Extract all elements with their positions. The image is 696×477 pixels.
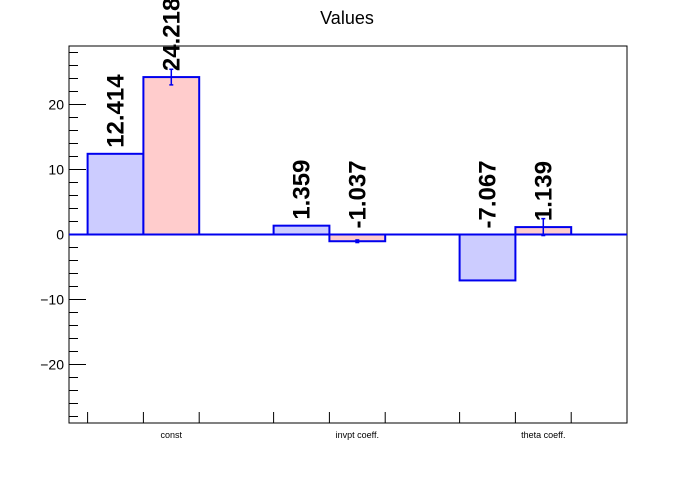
y-axis: −20 −10 0 10 20 — [40, 52, 86, 417]
data-label: -7.067 — [475, 160, 502, 228]
x-tick-label: theta coeff. — [521, 430, 565, 440]
bars — [69, 68, 627, 282]
chart-title: Values — [320, 8, 374, 28]
bar — [142, 76, 201, 236]
y-tick-label: 0 — [56, 227, 64, 243]
data-label: -1.037 — [344, 160, 371, 228]
y-tick-label: −20 — [40, 357, 64, 373]
y-tick-label: 20 — [48, 97, 64, 113]
x-tick-label: invpt coeff. — [336, 430, 379, 440]
data-label: 12.414 — [103, 74, 130, 148]
data-labels: 12.414 1.359 -7.067 24.218 -1.037 1.139 — [103, 0, 558, 229]
y-tick-label: 10 — [48, 162, 64, 178]
data-label: 24.218 — [158, 0, 185, 71]
data-label: 1.139 — [530, 161, 557, 221]
x-axis: const invpt coeff. theta coeff. — [87, 412, 572, 440]
bar — [86, 152, 145, 236]
bar — [458, 233, 517, 282]
bar — [272, 224, 331, 236]
x-tick-label: const — [161, 430, 183, 440]
y-tick-label: −10 — [40, 292, 64, 308]
data-label: 1.359 — [289, 160, 316, 220]
